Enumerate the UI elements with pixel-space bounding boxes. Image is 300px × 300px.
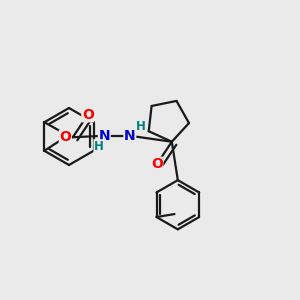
Text: O: O xyxy=(82,108,94,122)
Text: O: O xyxy=(59,130,71,144)
Text: N: N xyxy=(124,129,136,143)
Text: H: H xyxy=(135,120,145,133)
Text: O: O xyxy=(151,157,163,171)
Text: N: N xyxy=(98,129,110,143)
Text: H: H xyxy=(94,140,104,153)
